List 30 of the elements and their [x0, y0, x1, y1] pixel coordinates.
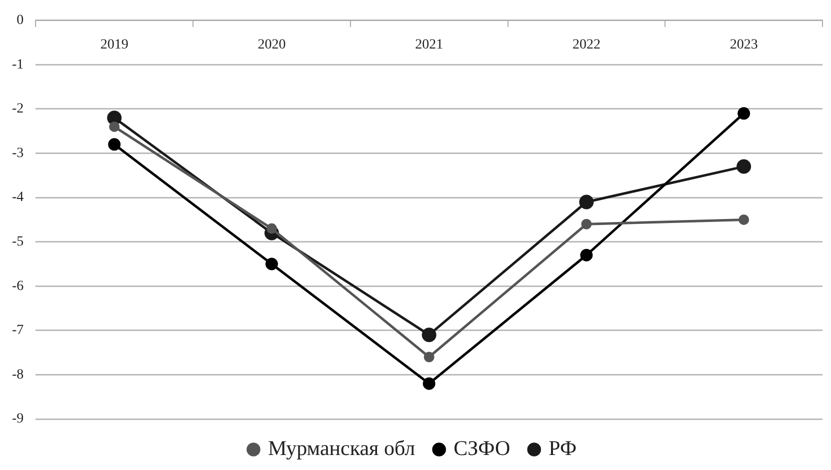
y-tick-label: -4: [12, 190, 24, 206]
y-tick-label: -1: [12, 57, 24, 72]
y-tick-label: -9: [12, 412, 24, 427]
y-tick-label: -2: [12, 102, 24, 117]
point: [581, 218, 592, 230]
x-tick-label: 2023: [730, 37, 758, 52]
point: [424, 352, 434, 362]
point: [580, 248, 593, 262]
point: [422, 377, 436, 390]
point: [265, 258, 278, 270]
x-tick-label: 2019: [100, 37, 128, 52]
point: [736, 159, 752, 174]
y-tick-label: -5: [12, 234, 24, 250]
legend-label: РФ: [548, 436, 577, 460]
x-tick-label: 2021: [415, 37, 444, 52]
point: [738, 214, 750, 225]
y-tick-label: -6: [12, 278, 24, 294]
point: [738, 107, 750, 120]
x-tick-label: 2020: [258, 37, 286, 52]
y-tick-label: -7: [12, 323, 24, 338]
y-tick-label: -3: [12, 146, 24, 161]
point: [422, 328, 436, 342]
legend-label: СЗФО: [454, 436, 510, 460]
point: [108, 138, 121, 151]
legend-label: Мурманская обл: [268, 436, 416, 460]
y-tick-label: -8: [12, 367, 24, 382]
point: [579, 194, 594, 210]
point: [109, 121, 120, 132]
y-tick-label: 0: [16, 13, 24, 28]
x-tick-label: 2022: [572, 37, 600, 52]
